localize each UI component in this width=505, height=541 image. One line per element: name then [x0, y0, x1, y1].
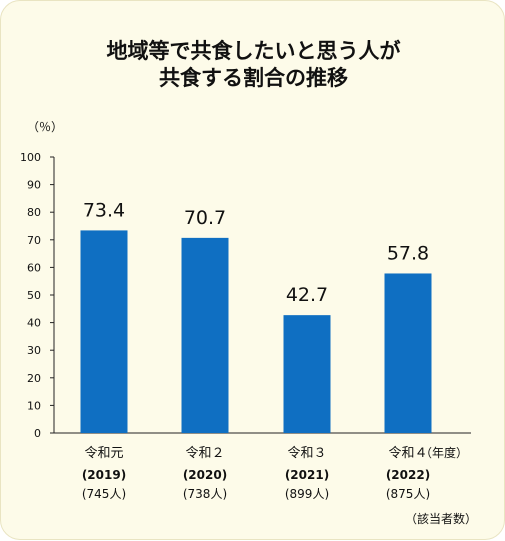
- bar: [80, 230, 128, 433]
- bar: [384, 273, 432, 433]
- x-count-label: (899人): [285, 487, 329, 501]
- y-tick-label: 20: [27, 372, 41, 385]
- y-tick-label: 60: [27, 261, 41, 274]
- y-tick-label: 40: [27, 317, 41, 330]
- value-label: 70.7: [184, 207, 226, 229]
- x-category-label: 令和２: [185, 446, 224, 461]
- x-count-label: (745人): [82, 487, 126, 501]
- x-category-label: 令和３: [287, 446, 326, 461]
- y-tick-label: 50: [27, 289, 41, 302]
- y-tick-label: 80: [27, 206, 41, 219]
- bar: [181, 237, 229, 433]
- value-label: 73.4: [83, 199, 125, 221]
- y-tick-label: 70: [27, 234, 41, 247]
- y-tick-label: 90: [27, 179, 41, 192]
- chart-title-line-1: 地域等で共食したいと思う人が: [106, 39, 401, 63]
- x-count-label: (875人): [386, 487, 430, 501]
- x-year-label: (2021): [285, 468, 329, 482]
- y-tick-label: 10: [27, 399, 41, 412]
- x-year-label: (2022): [386, 468, 430, 482]
- value-label: 57.8: [387, 242, 429, 264]
- y-unit-label: （％）: [27, 120, 63, 134]
- chart-title-line-2: 共食する割合の推移: [159, 66, 348, 90]
- y-tick-label: 30: [27, 344, 41, 357]
- x-category-label: 令和元: [84, 446, 123, 461]
- y-tick-label: 0: [34, 427, 41, 440]
- y-tick-label: 100: [20, 151, 41, 164]
- bar: [283, 315, 331, 433]
- x-year-label: (2019): [82, 468, 126, 482]
- x-unit-label: （年度）: [420, 445, 468, 460]
- note-label: （該当者数）: [405, 511, 477, 526]
- x-year-label: (2020): [183, 468, 227, 482]
- x-count-label: (738人): [183, 487, 227, 501]
- x-category-label: 令和４: [388, 446, 427, 461]
- value-label: 42.7: [286, 284, 328, 306]
